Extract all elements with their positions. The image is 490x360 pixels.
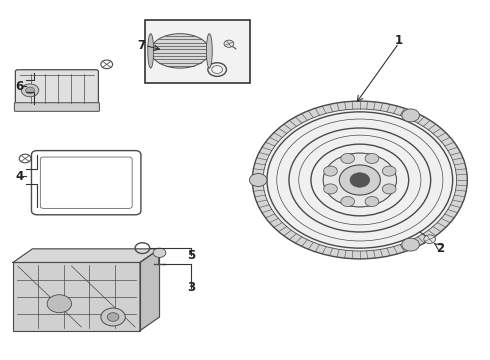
Ellipse shape xyxy=(206,34,212,68)
Bar xyxy=(145,21,250,83)
Text: 3: 3 xyxy=(187,281,196,294)
Circle shape xyxy=(402,238,419,251)
Circle shape xyxy=(341,197,354,207)
Text: 2: 2 xyxy=(437,242,444,255)
Circle shape xyxy=(323,153,396,207)
Circle shape xyxy=(365,153,379,163)
Text: 1: 1 xyxy=(395,33,403,47)
Circle shape xyxy=(365,197,379,207)
Polygon shape xyxy=(140,249,159,330)
Circle shape xyxy=(382,166,396,176)
Circle shape xyxy=(382,184,396,194)
Circle shape xyxy=(21,84,39,97)
Circle shape xyxy=(107,313,119,321)
Circle shape xyxy=(101,308,125,326)
Circle shape xyxy=(323,184,337,194)
Circle shape xyxy=(339,165,380,195)
Text: 5: 5 xyxy=(187,249,196,262)
Circle shape xyxy=(25,87,34,94)
Circle shape xyxy=(153,248,166,257)
Bar xyxy=(13,262,140,330)
Text: 7: 7 xyxy=(137,39,146,52)
Circle shape xyxy=(249,174,267,186)
Text: 6: 6 xyxy=(15,80,24,93)
Text: 4: 4 xyxy=(15,170,24,183)
Circle shape xyxy=(341,153,354,163)
Polygon shape xyxy=(13,249,159,262)
Circle shape xyxy=(402,109,419,122)
Circle shape xyxy=(350,173,369,187)
Circle shape xyxy=(424,235,436,243)
FancyBboxPatch shape xyxy=(14,103,99,111)
FancyBboxPatch shape xyxy=(15,70,98,107)
Circle shape xyxy=(323,166,337,176)
Circle shape xyxy=(47,295,72,313)
Ellipse shape xyxy=(148,34,154,68)
Circle shape xyxy=(263,109,457,251)
Circle shape xyxy=(224,40,234,47)
Ellipse shape xyxy=(151,34,209,68)
Circle shape xyxy=(252,101,467,259)
